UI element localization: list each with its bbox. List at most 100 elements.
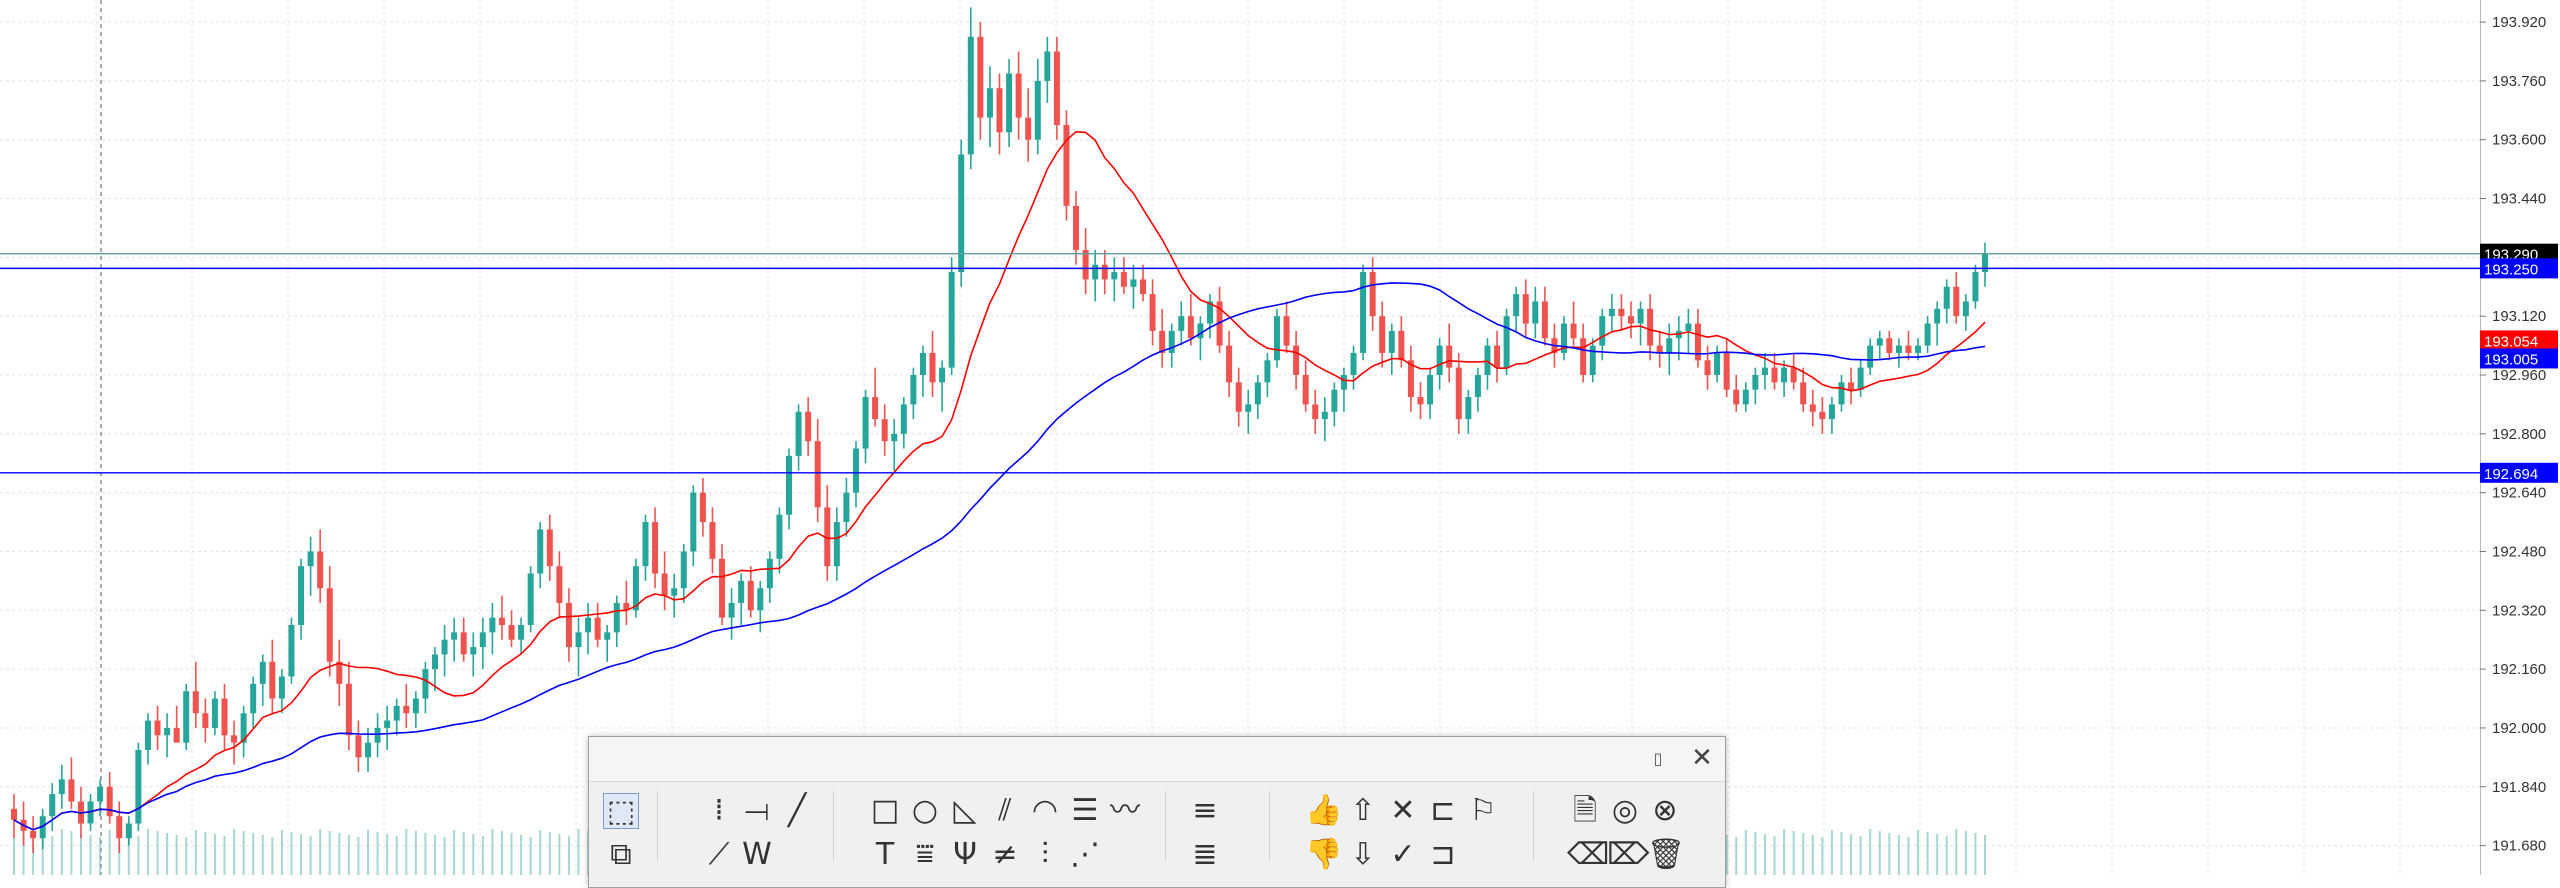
candle-body[interactable] (269, 661, 276, 699)
candle-body[interactable] (671, 588, 678, 596)
candle-body[interactable] (1752, 375, 1759, 390)
candle-body[interactable] (1053, 51, 1060, 125)
candle-body[interactable] (259, 661, 266, 684)
candle-body[interactable] (1905, 345, 1912, 353)
candle-body[interactable] (1694, 323, 1701, 361)
candle-body[interactable] (1417, 397, 1424, 405)
candle-body[interactable] (1101, 264, 1108, 280)
candle-body[interactable] (585, 617, 592, 633)
candle-body[interactable] (1685, 323, 1692, 331)
candle-body[interactable] (537, 529, 544, 574)
candle-body[interactable] (106, 786, 113, 817)
candle-body[interactable] (728, 602, 735, 618)
cross-tool[interactable]: ✕ (1390, 793, 1416, 828)
candle-body[interactable] (1943, 286, 1950, 309)
candle-body[interactable] (900, 404, 907, 434)
candle-body[interactable] (1216, 301, 1223, 346)
candle-body[interactable] (11, 808, 17, 820)
candle-body[interactable] (221, 698, 228, 736)
candle-body[interactable] (173, 727, 180, 743)
candle-body[interactable] (1742, 389, 1749, 405)
duplicate-tool[interactable]: ⧉ (610, 837, 632, 872)
candle-body[interactable] (1168, 330, 1175, 353)
candle-body[interactable] (1398, 330, 1405, 361)
candle-body[interactable] (393, 705, 400, 721)
candle-body[interactable] (747, 580, 754, 611)
select-pointer-tool[interactable]: ⬚ (603, 793, 639, 829)
candle-body[interactable] (1187, 316, 1194, 339)
candle-body[interactable] (1494, 345, 1501, 368)
candle-body[interactable] (1714, 352, 1721, 375)
candle-body[interactable] (795, 411, 802, 456)
candle-body[interactable] (1733, 389, 1740, 405)
candle-body[interactable] (546, 529, 553, 567)
candle-body[interactable] (766, 558, 773, 589)
candle-body[interactable] (719, 558, 726, 618)
candle-body[interactable] (345, 683, 352, 736)
candle-body[interactable] (489, 617, 496, 633)
candle-body[interactable] (116, 816, 123, 839)
candle-body[interactable] (1340, 375, 1347, 390)
close-icon[interactable]: ✕ (1691, 743, 1713, 773)
candle-body[interactable] (1895, 345, 1902, 353)
candle-body[interactable] (594, 617, 601, 640)
candle-body[interactable] (1982, 253, 1988, 273)
candle-body[interactable] (891, 433, 898, 442)
chart-plot[interactable] (0, 0, 2480, 875)
candle-body[interactable] (1273, 316, 1280, 361)
candle-body[interactable] (967, 36, 974, 155)
candle-body[interactable] (1379, 316, 1386, 353)
candle-body[interactable] (1446, 345, 1453, 368)
candle-body[interactable] (1082, 250, 1089, 280)
candle-body[interactable] (843, 492, 850, 523)
candle-body[interactable] (422, 669, 429, 699)
candle-body[interactable] (1848, 382, 1855, 390)
candle-body[interactable] (39, 816, 46, 839)
candle-body[interactable] (451, 632, 458, 640)
candle-body[interactable] (374, 727, 381, 743)
candle-body[interactable] (1331, 389, 1338, 412)
candle-body[interactable] (307, 551, 314, 567)
candle-body[interactable] (154, 720, 161, 736)
candle-body[interactable] (977, 36, 984, 118)
candle-body[interactable] (1302, 375, 1309, 405)
candle-body[interactable] (317, 551, 324, 589)
candle-body[interactable] (1264, 360, 1271, 383)
candle-body[interactable] (470, 647, 477, 655)
candle-body[interactable] (881, 419, 888, 442)
candle-body[interactable] (1484, 345, 1491, 375)
candle-body[interactable] (1407, 360, 1414, 398)
candle-body[interactable] (1771, 367, 1778, 383)
candle-body[interactable] (403, 705, 410, 714)
candle-body[interactable] (1886, 338, 1893, 353)
candle-body[interactable] (1800, 382, 1807, 405)
candle-body[interactable] (872, 397, 879, 420)
equidistant-channel-tool[interactable]: ≡ (1192, 793, 1218, 828)
parallel-lines-tool[interactable]: ⩸ (915, 837, 935, 872)
candle-body[interactable] (652, 522, 659, 574)
candle-body[interactable] (1293, 345, 1300, 375)
candle-body[interactable] (1159, 330, 1166, 353)
candle-body[interactable] (527, 573, 534, 625)
candle-body[interactable] (805, 411, 812, 442)
candle-body[interactable] (776, 514, 783, 559)
candle-body[interactable] (1235, 382, 1242, 412)
candle-body[interactable] (412, 698, 419, 714)
candle-body[interactable] (919, 352, 926, 375)
candle-body[interactable] (1666, 338, 1673, 353)
wave-w-tool[interactable]: W (742, 837, 772, 872)
candle-body[interactable] (1790, 367, 1797, 383)
candle-body[interactable] (384, 720, 391, 728)
candle-body[interactable] (1915, 345, 1922, 353)
candle-body[interactable] (1838, 382, 1845, 405)
candle-body[interactable] (1618, 308, 1625, 317)
price-label-tool[interactable]: ⊐ (1430, 837, 1456, 872)
candle-body[interactable] (1369, 272, 1376, 317)
candle-body[interactable] (565, 602, 572, 648)
candle-body[interactable] (518, 625, 525, 640)
candle-body[interactable] (1599, 316, 1606, 346)
candle-body[interactable] (1637, 308, 1644, 324)
candle-body[interactable] (1245, 404, 1252, 412)
arrow-down-tool[interactable]: ⇩ (1350, 837, 1376, 872)
gann-fan-tool[interactable]: ⫽ (998, 793, 1012, 828)
